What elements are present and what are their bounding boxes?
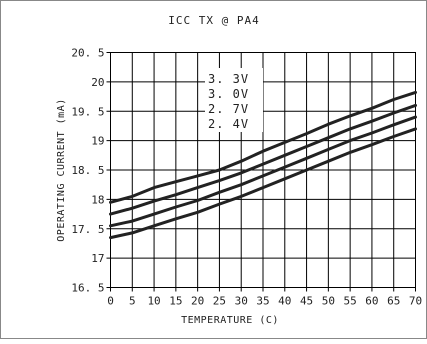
y-tick-label: 16. 5 [71,282,104,295]
data-point [305,145,308,148]
data-point [196,211,199,214]
data-point [283,165,286,169]
data-point [174,193,178,196]
legend-entry: 3. 3V [208,72,249,86]
x-tick-label: 45 [300,295,313,308]
data-point [131,206,134,210]
data-point [392,123,395,126]
data-point [131,195,134,198]
legend-entry: 3. 0V [208,87,249,101]
data-point [305,168,308,172]
data-point [109,201,112,204]
x-tick-label: 0 [107,295,114,308]
y-tick-label: 19 [91,135,104,148]
data-point [414,104,417,107]
x-tick-label: 20 [191,295,204,308]
data-point [218,202,221,206]
data-point [152,212,156,216]
x-tick-label: 10 [147,295,160,308]
y-tick-label: 20. 5 [71,47,104,60]
legend-entry: 2. 4V [208,117,249,131]
y-tick-labels: 20. 5 20 19. 5 19 18. 5 18 17. 5 17 16. 5 [71,47,104,295]
y-axis-label: OPERATING CURRENT (mA) [56,98,67,241]
chart-title: ICC TX @ PA4 [168,14,259,27]
data-point [283,154,286,157]
x-tick-label: 40 [278,295,291,308]
data-point [218,168,221,172]
data-point [370,107,374,110]
legend: 3. 3V3. 0V2. 7V2. 4V [205,68,263,132]
data-point [414,127,417,131]
data-point [327,122,330,126]
x-tick-label: 65 [387,295,400,308]
data-point [348,151,352,154]
data-point [152,199,156,203]
data-point [131,219,134,223]
x-tick-label: 35 [256,295,269,308]
data-point [414,115,417,119]
x-tick-label: 30 [235,295,248,308]
data-point [174,180,178,183]
data-point [305,132,308,135]
data-point [414,91,417,94]
x-tick-label: 55 [344,295,357,308]
data-point [196,174,199,178]
data-point [261,150,265,153]
data-point [240,183,243,186]
data-point [283,177,286,181]
data-point [174,217,178,220]
x-tick-label: 70 [409,295,422,308]
y-tick-label: 19. 5 [71,105,104,118]
x-tick-label: 15 [169,295,182,308]
data-point [327,148,330,151]
x-axis-label: TEMPERATURE (C) [181,315,279,326]
y-tick-label: 17. 5 [71,223,104,236]
data-point [109,224,112,228]
data-point [152,224,156,228]
legend-background [205,68,263,132]
data-point [370,143,374,146]
data-point [327,159,330,163]
x-tick-label: 60 [365,295,378,308]
legend-entry: 2. 7V [208,102,249,116]
data-point [218,191,221,194]
data-point [261,186,265,189]
data-point [392,135,395,138]
data-point [196,186,199,189]
data-point [131,231,134,235]
x-tick-label: 25 [213,295,226,308]
x-tick-label: 50 [322,295,335,308]
y-tick-label: 17 [91,252,104,265]
data-point [283,141,286,144]
data-point [392,111,395,115]
data-point [305,157,308,160]
data-point [261,162,265,166]
x-tick-labels: 0 5 10 15 20 25 30 35 40 45 50 55 60 65 70 [107,295,422,308]
y-tick-label: 20 [91,76,104,89]
y-tick-label: 18 [91,193,104,206]
data-point [109,236,112,239]
data-point [152,186,156,189]
data-point [370,120,374,123]
series-lines [109,90,417,240]
data-point [240,195,243,198]
data-point [392,98,395,101]
data-point [348,114,352,118]
data-point [240,171,243,175]
data-point [240,159,243,163]
data-point [196,199,199,202]
data-point [348,139,352,142]
x-tick-label: 5 [129,295,136,308]
data-point [174,205,178,209]
data-point [327,136,330,139]
data-point [261,174,265,178]
y-tick-label: 18. 5 [71,164,104,177]
data-point [109,212,112,216]
plot-area-border [110,52,416,288]
data-point [348,127,352,131]
data-point [218,179,221,182]
data-point [370,131,374,135]
